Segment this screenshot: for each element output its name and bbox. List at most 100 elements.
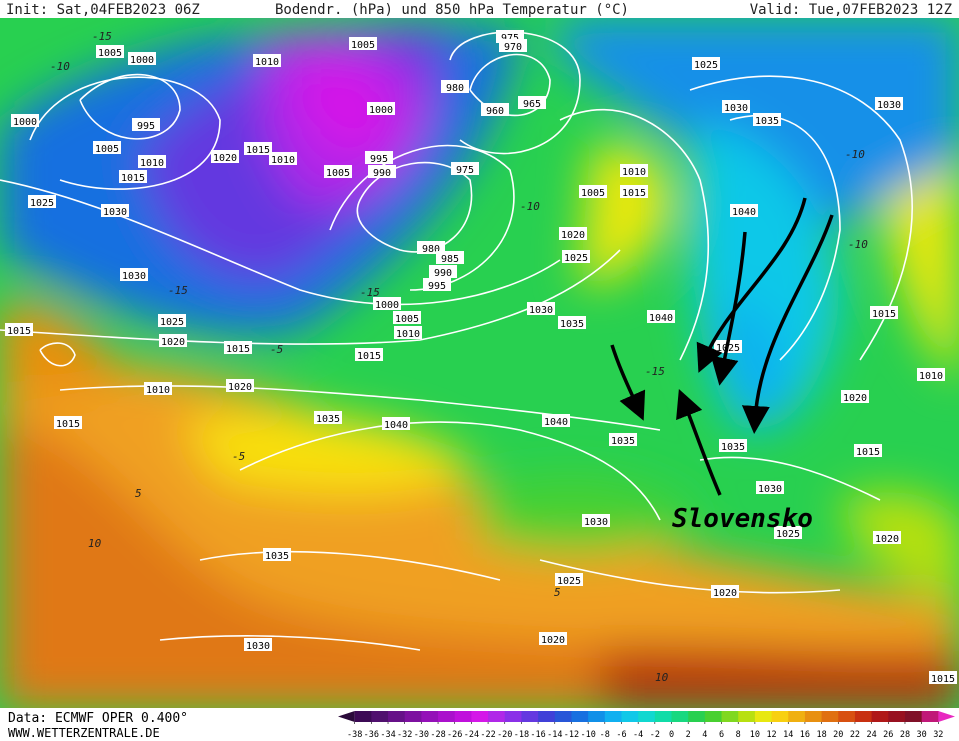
colorbar-label: -18: [514, 730, 529, 740]
isotherm-label: -15: [92, 30, 112, 43]
isobar-label: 1040: [384, 420, 408, 431]
isotherm-label: -10: [50, 60, 70, 73]
colorbar-label: 12: [766, 730, 776, 740]
colorbar-label: 6: [719, 730, 724, 740]
colorbar-label: -28: [430, 730, 445, 740]
isobar-label-bg: [841, 390, 869, 403]
isobar-label-bg: [854, 444, 882, 457]
color-swatch: [921, 711, 939, 722]
isobar-label: 980: [422, 244, 440, 255]
color-swatch: [604, 711, 622, 722]
color-swatch: [571, 711, 589, 722]
color-swatch: [838, 711, 856, 722]
isobar-label: 1000: [375, 300, 399, 311]
isobar-label: 1020: [843, 393, 867, 404]
isobar-label: 1020: [213, 153, 237, 164]
colorbar-label: -16: [530, 730, 545, 740]
isotherm-label: -5: [270, 343, 283, 356]
isotherm-labels: -15 -10 -10 -15 -15 -10 -5 -5 5 10 5 10 -15 -10: [50, 30, 868, 684]
isobar-label: 1015: [226, 344, 250, 355]
isobar-label: 990: [434, 268, 452, 279]
color-swatch: [871, 711, 889, 722]
isobar-label-bg: [417, 241, 445, 254]
data-source: Data: ECMWF OPER 0.400°: [8, 711, 188, 726]
isobar-label-bg: [367, 102, 395, 115]
isobar-label-bg: [929, 671, 957, 684]
isobar-label-bg: [93, 141, 121, 154]
isobar-label-bg: [647, 310, 675, 323]
isobar-label: 1035: [721, 442, 745, 453]
isobar-label-bg: [324, 165, 352, 178]
color-swatch: [721, 711, 739, 722]
colorbar-label: 0: [669, 730, 674, 740]
colorbar-label: -30: [414, 730, 429, 740]
isobar-label-bg: [96, 45, 124, 58]
isobar-label-bg: [917, 368, 945, 381]
isobar-label: 1000: [13, 117, 37, 128]
isobar-label-bg: [128, 52, 156, 65]
isotherm-label: 10: [88, 537, 102, 550]
isobar-label: 1015: [56, 419, 80, 430]
colorbar-label: 28: [900, 730, 910, 740]
color-swatch: [504, 711, 522, 722]
isobar-label: 1005: [98, 48, 122, 59]
isobar-label-bg: [436, 251, 464, 264]
isobar-label-bg: [120, 268, 148, 281]
isobar-label-bg: [722, 100, 750, 113]
color-swatch: [654, 711, 673, 722]
isobar-label-bg: [394, 326, 422, 339]
color-swatch: [804, 711, 823, 722]
isobar-label: 1015: [931, 674, 955, 685]
isobar-label: 1010: [255, 57, 279, 68]
isotherm-label: -10: [845, 148, 865, 161]
isotherm-label: 5: [135, 487, 142, 500]
isobar-label-bg: [562, 250, 590, 263]
isobar-label-bg: [244, 638, 272, 651]
color-swatch: [621, 711, 639, 722]
color-swatch: [888, 711, 906, 722]
isobar-label: 1000: [130, 55, 154, 66]
isobar-label-bg: [269, 152, 297, 165]
isobar-label: 1020: [713, 588, 737, 599]
isobar-label-bg: [719, 439, 747, 452]
color-swatch: [854, 711, 873, 722]
isobar-label: 1040: [649, 313, 673, 324]
isobar-label: 1030: [529, 305, 553, 316]
isobar-label: 1005: [395, 314, 419, 325]
colorbar-label: -6: [616, 730, 626, 740]
color-swatch: [938, 711, 955, 722]
isobar-label-bg: [5, 323, 33, 336]
isobar-label-bg: [558, 316, 586, 329]
isobar-label: 1005: [351, 40, 375, 51]
isobar-label-bg: [870, 306, 898, 319]
isobar-label-bg: [159, 334, 187, 347]
isobar-label-bg: [499, 39, 527, 52]
isobar-label: 1025: [30, 198, 54, 209]
isobar-label: 995: [137, 121, 155, 132]
color-swatch: [771, 711, 789, 722]
isobar-label-bg: [138, 155, 166, 168]
isobar-label: 1035: [265, 551, 289, 562]
isobar-label-bg: [314, 411, 342, 424]
colorbar-label: 10: [750, 730, 760, 740]
isobar-label-bg: [429, 265, 457, 278]
isobar-label: 1015: [872, 309, 896, 320]
isobar-label: 1035: [611, 436, 635, 447]
isobar-label: 1015: [246, 145, 270, 156]
color-swatch: [821, 711, 839, 722]
arrows: [610, 197, 834, 496]
isobar-label: 1025: [564, 253, 588, 264]
isobar-label-bg: [101, 204, 129, 217]
colorbar-label: -4: [633, 730, 643, 740]
isobar-label: 1030: [724, 103, 748, 114]
colorbar-label: 32: [933, 730, 943, 740]
isobar-label: 1005: [95, 144, 119, 155]
isobar-label: 1030: [758, 484, 782, 495]
isobar-label-bg: [609, 433, 637, 446]
color-swatch: [904, 711, 923, 722]
color-swatch: [388, 711, 406, 722]
colorbar-label: 30: [917, 730, 927, 740]
colorbar-label: -36: [364, 730, 379, 740]
